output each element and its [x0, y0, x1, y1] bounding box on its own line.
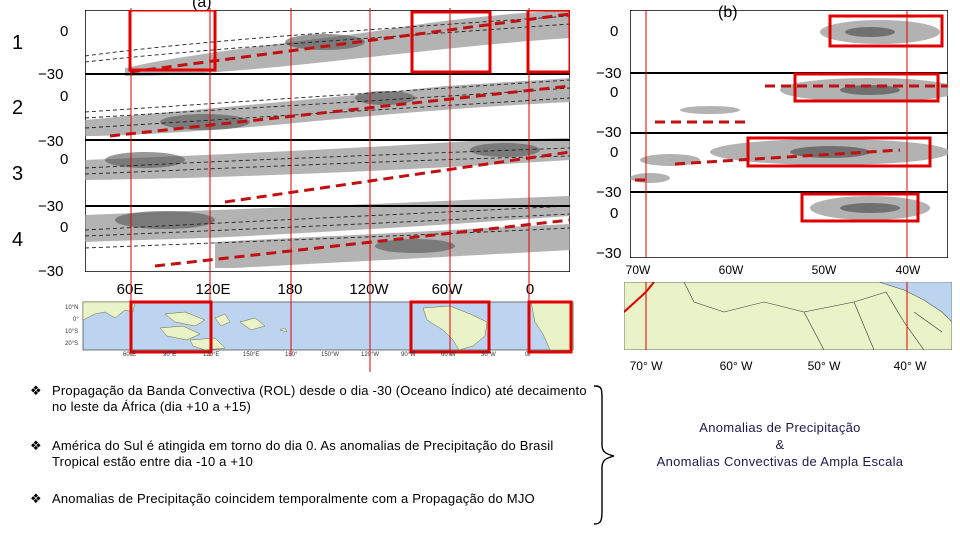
- row-number-4: 4: [12, 229, 24, 251]
- panel-b-plot: [630, 10, 948, 258]
- panel-b-label: (b): [718, 4, 738, 21]
- lon-label: 120W: [349, 281, 389, 298]
- b-map-lon-label: 50° W: [807, 359, 841, 373]
- b-tick-zero: 0: [610, 23, 619, 40]
- side-note-line: Anomalias Convectivas de Ampla Escala: [656, 454, 904, 469]
- side-note-line: Anomalias de Precipitação: [699, 420, 861, 435]
- panel-a-map: 10°N 0° 10°S 20°S 60°E 90°E 120°E 150°E …: [55, 300, 575, 358]
- b-highlight-box: [746, 136, 932, 168]
- b-map-lon-label: 60° W: [719, 359, 753, 373]
- b-tick-zero: 0: [610, 84, 619, 101]
- map-lon-label: 150°W: [321, 352, 340, 358]
- tick-zero: 0: [60, 219, 69, 236]
- highlight-box-africa: [526, 10, 570, 74]
- map-lat-label: 10°S: [65, 329, 79, 335]
- map-lon-label: 90°E: [163, 352, 177, 358]
- tick-neg: −30: [38, 66, 64, 83]
- bullet-item: ❖ Propagação da Banda Convectiva (ROL) d…: [30, 383, 600, 417]
- tick-zero: 0: [60, 23, 69, 40]
- tick-zero: 0: [60, 88, 69, 105]
- map-lon-label: 120°W: [361, 352, 380, 358]
- lon-label: 0: [525, 281, 535, 298]
- row-number-3: 3: [12, 163, 24, 185]
- panel-a-label: (a): [192, 0, 212, 11]
- bullet-text: Propagação da Banda Convectiva (ROL) des…: [52, 383, 587, 414]
- map-lon-label: 60°W: [441, 352, 456, 358]
- lon-label: 120E: [195, 281, 231, 298]
- b-tick-zero: 0: [610, 144, 619, 161]
- map-lon-label: 90°W: [401, 352, 416, 358]
- side-note: Anomalias de Precipitação & Anomalias Co…: [620, 419, 940, 470]
- bullet-item: ❖ Anomalias de Precipitação coincidem te…: [30, 491, 600, 525]
- b-lon-label: 60W: [718, 263, 744, 277]
- map-lat-label: 10°N: [65, 305, 79, 311]
- bullet-text: Anomalias de Precipitação coincidem temp…: [52, 491, 535, 506]
- tick-neg: −30: [38, 263, 64, 280]
- b-highlight-box: [793, 72, 940, 103]
- lon-label: 60E: [116, 281, 144, 298]
- b-tick-neg: −30: [596, 245, 622, 262]
- lon-label: 60W: [431, 281, 463, 298]
- b-map-lon-label: 40° W: [893, 359, 927, 373]
- b-tick-neg: −30: [596, 184, 622, 201]
- b-lon-label: 70W: [625, 263, 651, 277]
- side-note-line: &: [775, 437, 785, 452]
- b-tick-zero: 0: [610, 205, 619, 222]
- b-tick-neg: −30: [596, 65, 622, 82]
- panel-a: (a) 1 2 3 4 0 −30 0 −30 0 −30 0 −30 60E …: [0, 0, 580, 300]
- tick-neg: −30: [38, 198, 64, 215]
- diamond-bullet-icon: ❖: [30, 383, 42, 398]
- bullet-item: ❖ América do Sul é atingida em torno do …: [30, 438, 600, 472]
- lon-label: 180: [277, 281, 303, 298]
- world-map-strip: [82, 300, 574, 354]
- brazil-map: [624, 282, 952, 350]
- panel-b: (b) 0 −30 0 −30 0 −30 0 −30 70W 60W 50W …: [590, 0, 960, 280]
- b-lon-label: 50W: [811, 263, 837, 277]
- panel-b-map: 70° W 60° W 50° W 40° W: [620, 280, 955, 375]
- b-tick-neg: −30: [596, 124, 622, 141]
- map-lat-label: 20°S: [65, 341, 79, 347]
- map-lon-label: 0°: [525, 352, 531, 358]
- highlight-box-indian-ocean: [128, 10, 217, 72]
- highlight-box-south-america: [410, 10, 492, 74]
- map-lon-label: 180°: [285, 352, 298, 358]
- b-map-lon-label: 70° W: [629, 359, 663, 373]
- b-highlight-box: [828, 14, 944, 48]
- map-lon-label: 150°E: [243, 352, 260, 358]
- bracket: [593, 385, 615, 525]
- b-highlight-box: [800, 192, 920, 223]
- map-lon-label: 120°E: [203, 352, 220, 358]
- row-number-2: 2: [12, 97, 24, 119]
- map-lon-label: 30°W: [481, 352, 496, 358]
- b-lon-label: 40W: [895, 263, 921, 277]
- row-number-1: 1: [12, 32, 24, 54]
- tick-zero: 0: [60, 151, 69, 168]
- diamond-bullet-icon: ❖: [30, 491, 42, 506]
- tick-neg: −30: [38, 133, 64, 150]
- map-lat-label: 0°: [73, 317, 79, 323]
- panel-a-plot: [85, 10, 570, 272]
- bullet-text: América do Sul é atingida em torno do di…: [52, 438, 554, 469]
- diamond-bullet-icon: ❖: [30, 438, 42, 453]
- map-lon-label: 60°E: [123, 352, 137, 358]
